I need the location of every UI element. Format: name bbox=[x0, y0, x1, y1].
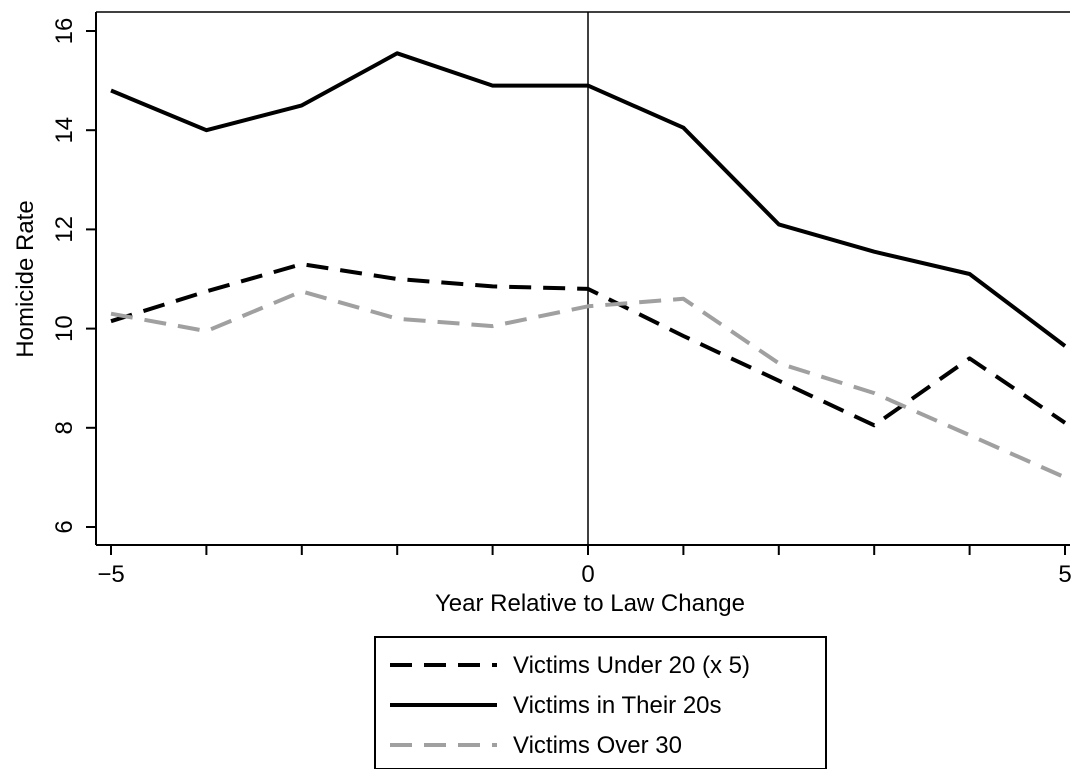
legend: Victims Under 20 (x 5) Victims in Their 2… bbox=[374, 636, 827, 769]
x-tick-label: 0 bbox=[581, 561, 594, 588]
series-line-1 bbox=[110, 262, 1067, 428]
legend-label-1: Victims Under 20 (x 5) bbox=[513, 652, 750, 679]
x-tick-label: −5 bbox=[97, 561, 124, 588]
y-tick-label: 10 bbox=[51, 315, 78, 342]
series-line-2 bbox=[110, 51, 1067, 348]
y-tick-label: 12 bbox=[51, 216, 78, 243]
series-line-3 bbox=[110, 289, 1066, 480]
y-tick-label: 8 bbox=[51, 421, 78, 434]
y-tick-label: 16 bbox=[51, 18, 78, 45]
legend-label-3: Victims Over 30 bbox=[513, 732, 682, 759]
x-tick-label: 5 bbox=[1058, 561, 1071, 588]
x-axis-title: Year Relative to Law Change bbox=[435, 590, 745, 617]
legend-label-2: Victims in Their 20s bbox=[513, 692, 722, 719]
y-tick-label: 14 bbox=[51, 117, 78, 144]
y-axis-title: Homicide Rate bbox=[12, 200, 39, 357]
y-tick-label: 6 bbox=[51, 520, 78, 533]
